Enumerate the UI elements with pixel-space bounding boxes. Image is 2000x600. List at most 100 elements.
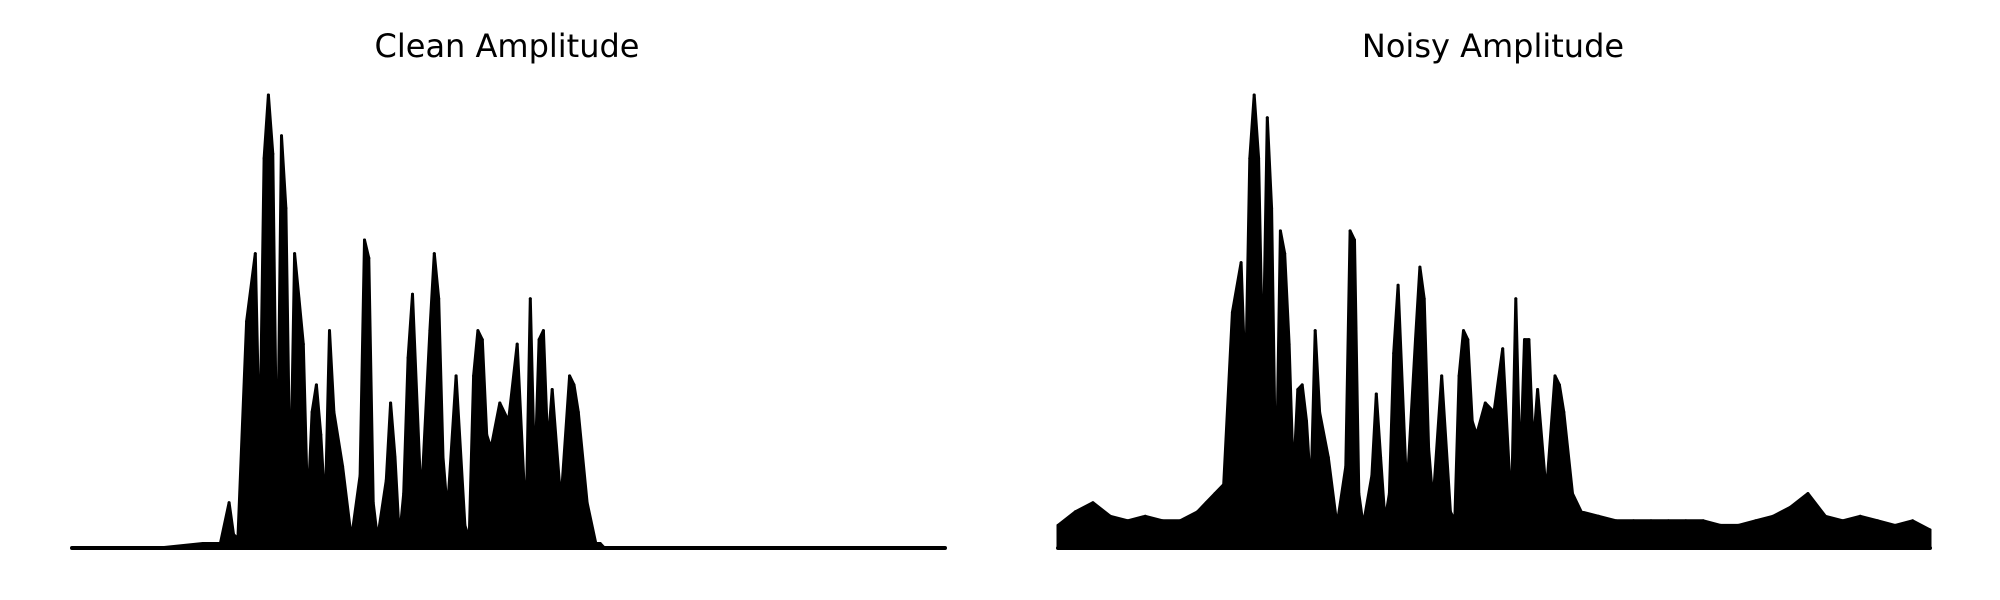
amplitude-sample bbox=[1562, 411, 1565, 414]
amplitude-sample bbox=[1179, 519, 1182, 522]
amplitude-sample bbox=[682, 547, 685, 550]
amplitude-sample bbox=[359, 474, 362, 477]
amplitude-sample bbox=[293, 252, 296, 255]
amplitude-sample bbox=[734, 547, 737, 550]
amplitude-sample bbox=[498, 402, 501, 405]
amplitude-sample bbox=[311, 411, 314, 414]
amplitude-sample bbox=[446, 510, 449, 513]
amplitude-sample bbox=[289, 501, 292, 504]
amplitude-sample bbox=[529, 297, 532, 300]
amplitude-sample bbox=[629, 547, 632, 550]
amplitude-sample bbox=[669, 547, 672, 550]
amplitude-sample bbox=[1370, 474, 1373, 477]
amplitude-sample bbox=[1196, 510, 1199, 513]
amplitude-sample bbox=[725, 547, 728, 550]
amplitude-sample bbox=[276, 501, 279, 504]
amplitude-sample bbox=[1737, 524, 1740, 527]
amplitude-sample bbox=[1554, 374, 1557, 377]
amplitude-sample bbox=[1349, 229, 1352, 232]
amplitude-sample bbox=[542, 329, 545, 332]
amplitude-sample bbox=[1384, 519, 1387, 522]
amplitude-sample bbox=[607, 547, 610, 550]
amplitude-sample bbox=[586, 501, 589, 504]
amplitude-sample bbox=[219, 542, 222, 545]
amplitude-sample bbox=[1309, 492, 1312, 495]
plot-area-noisy bbox=[1057, 94, 1932, 549]
amplitude-sample bbox=[1514, 297, 1517, 300]
amplitude-sample bbox=[1270, 207, 1273, 210]
amplitude-sample bbox=[538, 338, 541, 341]
amplitude-sample bbox=[1109, 515, 1112, 518]
amplitude-sample bbox=[271, 152, 274, 155]
amplitude-sample bbox=[1231, 311, 1234, 314]
amplitude-sample bbox=[1240, 261, 1243, 264]
plot-area-clean bbox=[71, 94, 947, 550]
amplitude-sample bbox=[664, 547, 667, 550]
amplitude-sample bbox=[428, 329, 431, 332]
amplitude-sample bbox=[1519, 474, 1522, 477]
amplitude-sample bbox=[1484, 402, 1487, 405]
amplitude-sample bbox=[599, 542, 602, 545]
amplitude-sample bbox=[603, 547, 606, 550]
amplitude-sample bbox=[245, 320, 248, 323]
amplitude-sample bbox=[267, 94, 270, 97]
amplitude-sample bbox=[1471, 420, 1474, 423]
amplitude-sample bbox=[385, 479, 388, 482]
amplitude-sample bbox=[319, 433, 322, 436]
amplitude-sample bbox=[254, 252, 257, 255]
amplitude-sample bbox=[1353, 239, 1356, 242]
amplitude-sample bbox=[621, 547, 624, 550]
amplitude-sample bbox=[350, 537, 353, 540]
amplitude-sample bbox=[398, 537, 401, 540]
amplitude-sample bbox=[481, 338, 484, 341]
amplitude-sample bbox=[280, 134, 283, 137]
amplitude-sample bbox=[1161, 519, 1164, 522]
amplitude-sample bbox=[472, 374, 475, 377]
amplitude-sample bbox=[690, 547, 693, 550]
amplitude-sample bbox=[463, 524, 466, 527]
amplitude-sample bbox=[1667, 519, 1670, 522]
amplitude-sample bbox=[525, 524, 528, 527]
amplitude-sample bbox=[1475, 433, 1478, 436]
amplitude-sample bbox=[1327, 456, 1330, 459]
amplitude-sample bbox=[516, 343, 519, 346]
amplitude-sample bbox=[298, 297, 301, 300]
amplitude-sample bbox=[476, 329, 479, 332]
amplitude-sample bbox=[1414, 338, 1417, 341]
amplitude-sample bbox=[1144, 515, 1147, 518]
amplitude-sample bbox=[1418, 266, 1421, 269]
amplitude-sample bbox=[258, 456, 261, 459]
amplitude-sample bbox=[402, 492, 405, 495]
amplitude-sample bbox=[1283, 252, 1286, 255]
amplitude-sample bbox=[372, 501, 375, 504]
amplitude-sample bbox=[1806, 492, 1809, 495]
amplitude-sample bbox=[1772, 515, 1775, 518]
amplitude-sample bbox=[114, 547, 117, 550]
amplitude-sample bbox=[455, 374, 458, 377]
amplitude-area bbox=[1058, 95, 1930, 548]
amplitude-sample bbox=[1453, 519, 1456, 522]
amplitude-sample bbox=[1266, 116, 1269, 119]
amplitude-sample bbox=[655, 547, 658, 550]
amplitude-sample bbox=[1462, 329, 1465, 332]
amplitude-sample bbox=[490, 447, 493, 450]
amplitude-sample bbox=[699, 547, 702, 550]
amplitude-sample bbox=[813, 547, 816, 550]
amplitude-sample bbox=[1314, 329, 1317, 332]
noisy-amplitude-chart: Noisy Amplitude bbox=[1057, 27, 1932, 548]
amplitude-sample bbox=[1458, 374, 1461, 377]
amplitude-sample bbox=[546, 447, 549, 450]
amplitude-sample bbox=[1091, 501, 1094, 504]
amplitude-sample bbox=[1301, 383, 1304, 386]
amplitude-sample bbox=[1261, 374, 1264, 377]
amplitude-sample bbox=[1527, 338, 1530, 341]
clean-amplitude-chart: Clean Amplitude bbox=[71, 27, 947, 550]
amplitude-sample bbox=[1545, 492, 1548, 495]
amplitude-sample bbox=[1205, 501, 1208, 504]
amplitude-sample bbox=[442, 456, 445, 459]
amplitude-sample bbox=[1841, 519, 1844, 522]
amplitude-sample bbox=[1296, 388, 1299, 391]
amplitude-sample bbox=[1894, 524, 1897, 527]
amplitude-sample bbox=[559, 501, 562, 504]
